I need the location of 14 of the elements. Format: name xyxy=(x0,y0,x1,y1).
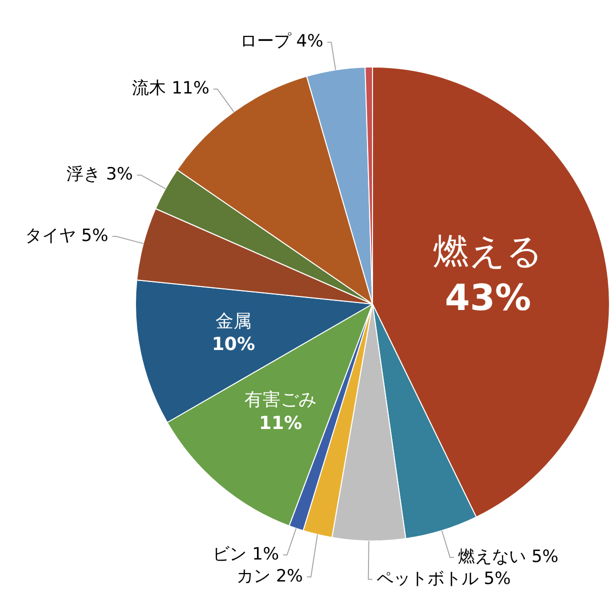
slice-label: 燃える xyxy=(432,231,543,272)
data-label: 10% xyxy=(212,334,255,356)
slice-label: 流木 11% xyxy=(132,78,210,99)
slice-label: カン 2% xyxy=(236,566,303,586)
slice-label: ペットボトル 5% xyxy=(376,568,511,589)
slice-label: 燃えない 5% xyxy=(458,546,558,567)
slice-label: ビン 1% xyxy=(212,544,280,564)
slice-label: 有害ごみ xyxy=(244,389,317,410)
data-label: 11% xyxy=(258,412,302,434)
slice-label: タイヤ 5% xyxy=(24,226,108,246)
slice-label: 浮き 3% xyxy=(66,164,133,185)
data-label: 43% xyxy=(444,278,532,320)
slice-label: ロープ 4% xyxy=(240,32,324,52)
slice-label: 金属 xyxy=(215,310,252,332)
